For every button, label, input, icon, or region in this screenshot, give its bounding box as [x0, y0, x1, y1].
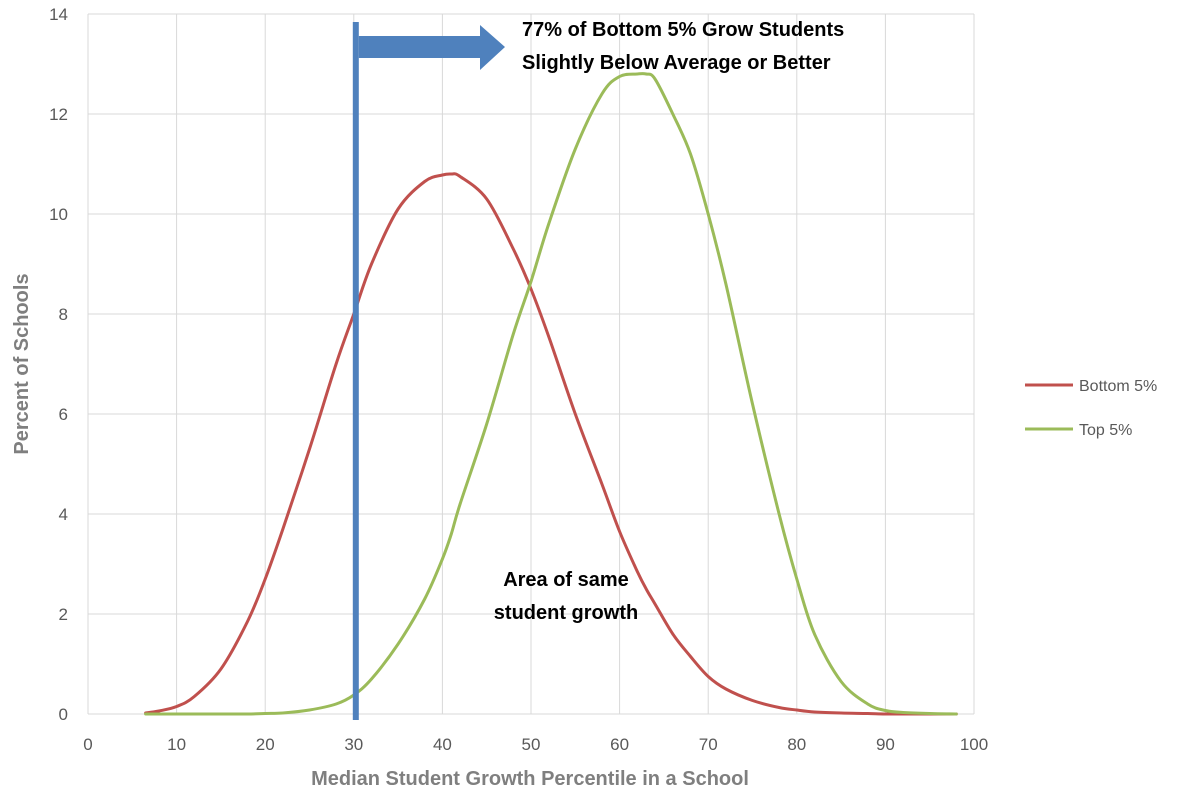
x-tick-label: 10 [167, 735, 186, 754]
y-tick-label: 0 [59, 705, 68, 724]
legend-label-top-5: Top 5% [1079, 422, 1132, 439]
y-axis-ticks: 0 2 4 6 8 10 12 14 [49, 5, 68, 724]
x-tick-label: 90 [876, 735, 895, 754]
annotation-top-line-1: 77% of Bottom 5% Grow Students [522, 19, 844, 41]
legend-item-bottom-5: Bottom 5% [1025, 378, 1157, 395]
series-line-top-5 [144, 72, 958, 716]
y-tick-label: 10 [49, 205, 68, 224]
legend-item-top-5: Top 5% [1025, 422, 1132, 439]
x-tick-label: 40 [433, 735, 452, 754]
legend-label-bottom-5: Bottom 5% [1079, 378, 1157, 395]
x-tick-label: 30 [344, 735, 363, 754]
annotation-overlap-line-2: student growth [494, 602, 638, 624]
arrow-right-icon [358, 25, 505, 70]
y-tick-label: 4 [59, 505, 68, 524]
x-tick-label: 100 [960, 735, 988, 754]
x-tick-label: 0 [83, 735, 92, 754]
marker-layer [352, 22, 505, 720]
y-tick-label: 6 [59, 405, 68, 424]
x-tick-label: 80 [787, 735, 806, 754]
series-layer [144, 72, 958, 716]
x-tick-label: 60 [610, 735, 629, 754]
series-line-bottom-5 [144, 172, 958, 716]
marker-line [352, 22, 359, 720]
annotation-top-line-2: Slightly Below Average or Better [522, 52, 831, 74]
legend: Bottom 5% Top 5% [1025, 378, 1157, 439]
x-tick-label: 20 [256, 735, 275, 754]
y-tick-label: 8 [59, 305, 68, 324]
y-tick-label: 14 [49, 5, 68, 24]
annotation-overlap-line-1: Area of same [503, 569, 629, 591]
x-tick-label: 70 [699, 735, 718, 754]
x-axis-title: Median Student Growth Percentile in a Sc… [311, 768, 749, 790]
x-axis-ticks: 0 10 20 30 40 50 60 70 80 90 100 [83, 735, 988, 754]
y-tick-label: 2 [59, 605, 68, 624]
y-axis-title: Percent of Schools [11, 273, 33, 454]
y-tick-label: 12 [49, 105, 68, 124]
x-tick-label: 50 [522, 735, 541, 754]
